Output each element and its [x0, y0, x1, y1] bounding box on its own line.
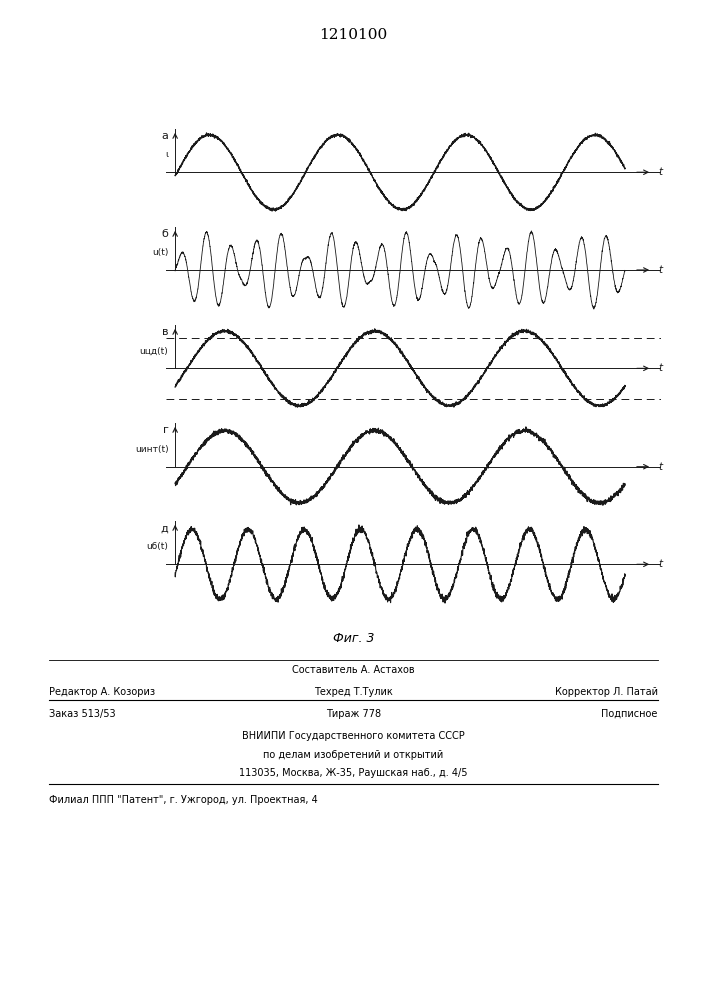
Text: г: г — [163, 425, 168, 435]
Text: в: в — [162, 327, 168, 337]
Text: uцд(t): uцд(t) — [140, 347, 168, 356]
Text: u(t): u(t) — [152, 248, 168, 257]
Text: Составитель А. Астахов: Составитель А. Астахов — [292, 665, 415, 675]
Text: ВНИИПИ Государственного комитета СССР: ВНИИПИ Государственного комитета СССР — [242, 731, 465, 741]
Text: б: б — [161, 229, 168, 239]
Text: t: t — [659, 363, 663, 373]
Text: Заказ 513/53: Заказ 513/53 — [49, 709, 116, 719]
Text: Подписное: Подписное — [601, 709, 658, 719]
Text: uб(t): uб(t) — [146, 542, 168, 551]
Text: Редактор А. Козориз: Редактор А. Козориз — [49, 687, 156, 697]
Text: 113035, Москва, Ж-35, Раушская наб., д. 4/5: 113035, Москва, Ж-35, Раушская наб., д. … — [239, 768, 468, 778]
Text: uинт(t): uинт(t) — [135, 445, 168, 454]
Text: 1210100: 1210100 — [320, 28, 387, 42]
Text: t: t — [659, 167, 663, 177]
Text: Корректор Л. Патай: Корректор Л. Патай — [554, 687, 658, 697]
Text: Филиал ППП "Патент", г. Ужгород, ул. Проектная, 4: Филиал ППП "Патент", г. Ужгород, ул. Про… — [49, 795, 318, 805]
Text: t: t — [659, 265, 663, 275]
Text: д: д — [160, 523, 168, 533]
Text: Тираж 778: Тираж 778 — [326, 709, 381, 719]
Text: ι: ι — [165, 150, 168, 159]
Text: Фиг. 3: Фиг. 3 — [333, 632, 374, 645]
Text: Техред Т.Тулик: Техред Т.Тулик — [314, 687, 393, 697]
Text: а: а — [161, 131, 168, 141]
Text: t: t — [659, 559, 663, 569]
Text: t: t — [659, 462, 663, 472]
Text: по делам изобретений и открытий: по делам изобретений и открытий — [264, 750, 443, 760]
